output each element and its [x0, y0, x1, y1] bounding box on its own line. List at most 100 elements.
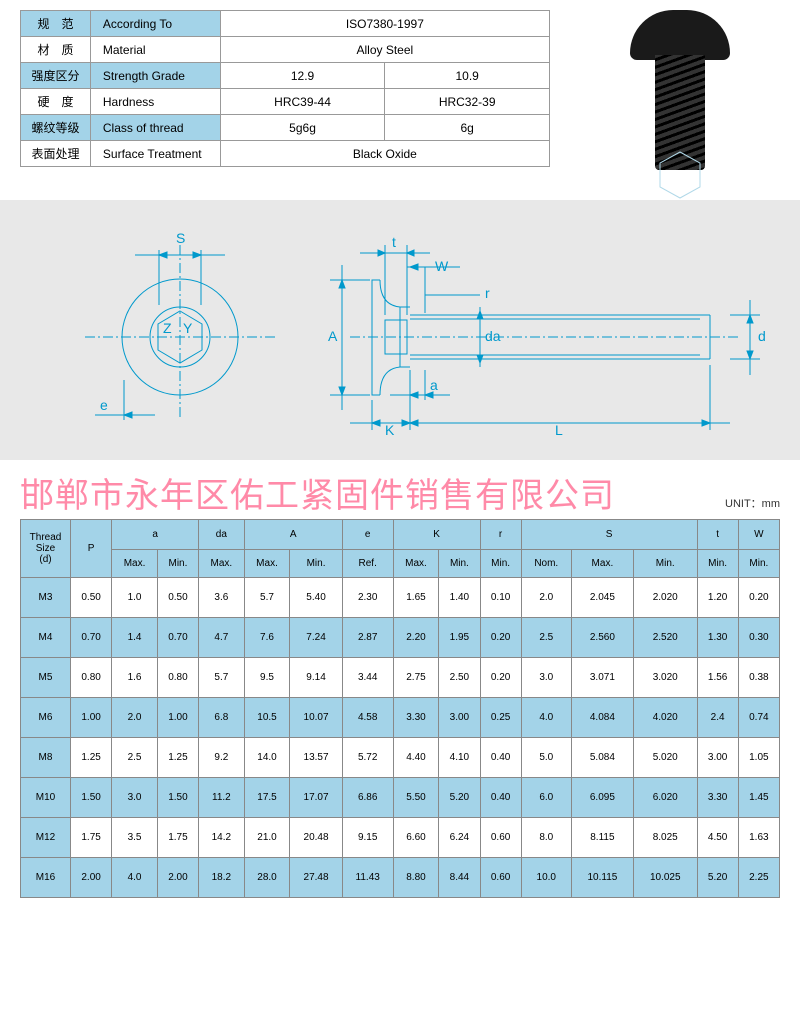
data-cell: 2.4	[697, 698, 738, 738]
data-cell: M12	[21, 818, 71, 858]
data-cell: 2.75	[393, 658, 439, 698]
sub-header: Min.	[697, 550, 738, 578]
data-cell: 8.115	[571, 818, 633, 858]
col-header: P	[71, 520, 112, 578]
data-cell: 5.0	[521, 738, 571, 778]
data-cell: 1.50	[71, 778, 112, 818]
data-cell: 0.30	[738, 618, 779, 658]
spec-cn: 强度区分	[21, 63, 91, 89]
data-cell: 0.60	[480, 818, 521, 858]
data-cell: 6.8	[199, 698, 245, 738]
data-cell: 14.2	[199, 818, 245, 858]
data-cell: 5.020	[633, 738, 697, 778]
data-cell: 0.20	[480, 658, 521, 698]
col-header: S	[521, 520, 697, 550]
data-cell: 10.0	[521, 858, 571, 898]
data-cell: 6.24	[439, 818, 480, 858]
data-cell: 5.7	[244, 578, 290, 618]
data-cell: M4	[21, 618, 71, 658]
data-cell: 27.48	[290, 858, 342, 898]
data-cell: 1.45	[738, 778, 779, 818]
data-cell: 2.30	[342, 578, 393, 618]
data-cell: M16	[21, 858, 71, 898]
sub-header: Max.	[112, 550, 158, 578]
col-header: r	[480, 520, 521, 550]
data-cell: 4.50	[697, 818, 738, 858]
data-cell: 0.10	[480, 578, 521, 618]
data-cell: 1.65	[393, 578, 439, 618]
dia-label-d: d	[758, 328, 766, 344]
data-cell: 2.20	[393, 618, 439, 658]
data-cell: 4.020	[633, 698, 697, 738]
data-cell: 2.00	[71, 858, 112, 898]
data-cell: 0.80	[71, 658, 112, 698]
dia-label-L: L	[555, 422, 563, 435]
spec-val: HRC32-39	[385, 89, 550, 115]
unit-label: UNIT：mm	[725, 495, 780, 511]
data-cell: 0.38	[738, 658, 779, 698]
dia-label-W: W	[435, 258, 449, 274]
data-cell: 1.40	[439, 578, 480, 618]
dimension-table: ThreadSize(d)PadaAeKrStW Max.Min.Max.Max…	[20, 519, 780, 898]
data-cell: 0.25	[480, 698, 521, 738]
col-header: da	[199, 520, 245, 550]
sub-header: Ref.	[342, 550, 393, 578]
data-cell: 2.560	[571, 618, 633, 658]
data-cell: 6.86	[342, 778, 393, 818]
sub-header: Max.	[244, 550, 290, 578]
data-cell: 21.0	[244, 818, 290, 858]
data-cell: 9.15	[342, 818, 393, 858]
data-cell: 5.20	[439, 778, 480, 818]
data-cell: 1.50	[157, 778, 198, 818]
spec-en: Class of thread	[90, 115, 220, 141]
data-cell: M6	[21, 698, 71, 738]
data-cell: 10.5	[244, 698, 290, 738]
watermark-row: 邯郸市永年区佑工紧固件销售有限公司 UNIT：mm	[20, 468, 780, 517]
technical-diagram: S Z Y e t W r A da d a K L	[0, 200, 800, 460]
data-cell: 3.30	[393, 698, 439, 738]
spec-en: According To	[90, 11, 220, 37]
data-cell: 1.00	[157, 698, 198, 738]
data-cell: 0.40	[480, 738, 521, 778]
data-cell: 10.07	[290, 698, 342, 738]
spec-en: Material	[90, 37, 220, 63]
data-cell: M10	[21, 778, 71, 818]
data-cell: 1.25	[71, 738, 112, 778]
data-cell: 8.0	[521, 818, 571, 858]
sub-header: Min.	[480, 550, 521, 578]
data-cell: 4.7	[199, 618, 245, 658]
data-cell: 2.5	[521, 618, 571, 658]
data-cell: 28.0	[244, 858, 290, 898]
data-cell: 17.5	[244, 778, 290, 818]
data-cell: 2.87	[342, 618, 393, 658]
data-cell: 9.14	[290, 658, 342, 698]
spec-val: 10.9	[385, 63, 550, 89]
data-cell: 3.0	[521, 658, 571, 698]
data-cell: 6.0	[521, 778, 571, 818]
data-cell: 2.00	[157, 858, 198, 898]
data-cell: 0.20	[480, 618, 521, 658]
data-cell: M3	[21, 578, 71, 618]
data-cell: 2.020	[633, 578, 697, 618]
sub-header: Min.	[738, 550, 779, 578]
data-cell: 0.20	[738, 578, 779, 618]
data-cell: 10.115	[571, 858, 633, 898]
data-cell: 6.60	[393, 818, 439, 858]
dia-label-r: r	[485, 285, 490, 301]
spec-val: HRC39-44	[220, 89, 385, 115]
data-cell: 0.40	[480, 778, 521, 818]
spec-val: Alloy Steel	[220, 37, 549, 63]
spec-table: 规 范According ToISO7380-1997材 质MaterialAl…	[20, 10, 550, 167]
data-cell: 2.25	[738, 858, 779, 898]
data-cell: 8.44	[439, 858, 480, 898]
data-cell: 8.80	[393, 858, 439, 898]
spec-cn: 材 质	[21, 37, 91, 63]
data-cell: 5.72	[342, 738, 393, 778]
data-cell: 11.43	[342, 858, 393, 898]
sub-header: Min.	[439, 550, 480, 578]
dia-label-t: t	[392, 234, 396, 250]
sub-header: Nom.	[521, 550, 571, 578]
spec-cn: 表面处理	[21, 141, 91, 167]
data-cell: 3.0	[112, 778, 158, 818]
data-cell: 1.56	[697, 658, 738, 698]
